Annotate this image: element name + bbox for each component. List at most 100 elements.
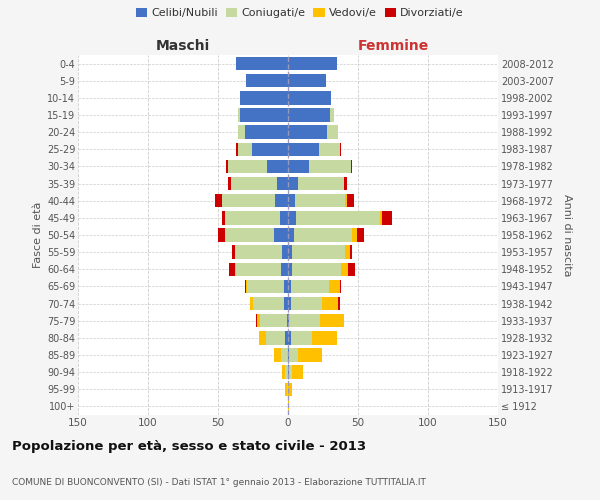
Bar [285, 382, 287, 396]
Bar [292, 262, 341, 276]
Bar [238, 126, 245, 139]
Bar [288, 74, 326, 88]
Bar [232, 246, 235, 259]
Bar [288, 280, 291, 293]
Bar [284, 280, 288, 293]
Bar [296, 211, 380, 224]
Bar [238, 142, 251, 156]
Bar [319, 142, 340, 156]
Bar [289, 366, 292, 379]
Text: COMUNE DI BUONCONVENTO (SI) - Dati ISTAT 1° gennaio 2013 - Elaborazione TUTTITAL: COMUNE DI BUONCONVENTO (SI) - Dati ISTAT… [12, 478, 426, 487]
Bar [256, 314, 257, 328]
Bar [346, 246, 350, 259]
Bar [288, 91, 331, 104]
Bar [245, 280, 246, 293]
Bar [351, 160, 352, 173]
Bar [225, 211, 280, 224]
Bar [235, 262, 236, 276]
Bar [322, 297, 338, 310]
Bar [288, 382, 292, 396]
Bar [312, 331, 337, 344]
Bar [295, 194, 346, 207]
Bar [288, 297, 291, 310]
Y-axis label: Fasce di età: Fasce di età [32, 202, 43, 268]
Bar [288, 177, 298, 190]
Bar [288, 314, 289, 328]
Bar [291, 331, 312, 344]
Bar [241, 108, 288, 122]
Bar [320, 314, 344, 328]
Bar [327, 126, 338, 139]
Bar [287, 314, 288, 328]
Bar [288, 57, 337, 70]
Y-axis label: Anni di nascita: Anni di nascita [562, 194, 572, 276]
Bar [291, 280, 329, 293]
Bar [291, 297, 322, 310]
Bar [341, 262, 348, 276]
Bar [330, 108, 334, 122]
Bar [235, 246, 283, 259]
Bar [288, 400, 289, 413]
Legend: Celibi/Nubili, Coniugati/e, Vedovi/e, Divorziati/e: Celibi/Nubili, Coniugati/e, Vedovi/e, Di… [134, 6, 466, 20]
Bar [344, 177, 347, 190]
Bar [293, 228, 352, 241]
Bar [288, 160, 309, 173]
Bar [338, 297, 340, 310]
Bar [259, 331, 266, 344]
Bar [225, 228, 274, 241]
Bar [245, 126, 288, 139]
Bar [226, 160, 228, 173]
Bar [246, 280, 247, 293]
Bar [228, 160, 267, 173]
Bar [283, 246, 288, 259]
Text: Femmine: Femmine [358, 38, 428, 52]
Bar [288, 262, 292, 276]
Bar [340, 280, 341, 293]
Bar [288, 211, 296, 224]
Bar [238, 108, 241, 122]
Text: Popolazione per età, sesso e stato civile - 2013: Popolazione per età, sesso e stato civil… [12, 440, 366, 453]
Bar [288, 348, 289, 362]
Text: Maschi: Maschi [156, 38, 210, 52]
Bar [283, 366, 285, 379]
Bar [284, 297, 288, 310]
Bar [288, 126, 327, 139]
Bar [280, 211, 288, 224]
Bar [288, 142, 319, 156]
Bar [285, 331, 288, 344]
Bar [382, 211, 392, 224]
Bar [250, 297, 253, 310]
Bar [251, 142, 288, 156]
Bar [274, 348, 281, 362]
Bar [236, 262, 281, 276]
Bar [247, 280, 284, 293]
Bar [292, 246, 346, 259]
Bar [288, 108, 330, 122]
Bar [230, 177, 277, 190]
Bar [298, 348, 322, 362]
Bar [289, 314, 320, 328]
Bar [277, 177, 288, 190]
Bar [292, 366, 304, 379]
Bar [222, 194, 275, 207]
Bar [260, 314, 287, 328]
Bar [266, 331, 285, 344]
Bar [218, 228, 225, 241]
Bar [352, 228, 356, 241]
Bar [281, 262, 288, 276]
Bar [288, 228, 293, 241]
Bar [346, 194, 347, 207]
Bar [241, 91, 288, 104]
Bar [288, 194, 295, 207]
Bar [340, 142, 341, 156]
Bar [347, 194, 354, 207]
Bar [298, 177, 344, 190]
Bar [348, 262, 355, 276]
Bar [267, 160, 288, 173]
Bar [236, 57, 288, 70]
Bar [275, 194, 288, 207]
Bar [281, 348, 288, 362]
Bar [329, 280, 340, 293]
Bar [257, 314, 260, 328]
Bar [246, 74, 288, 88]
